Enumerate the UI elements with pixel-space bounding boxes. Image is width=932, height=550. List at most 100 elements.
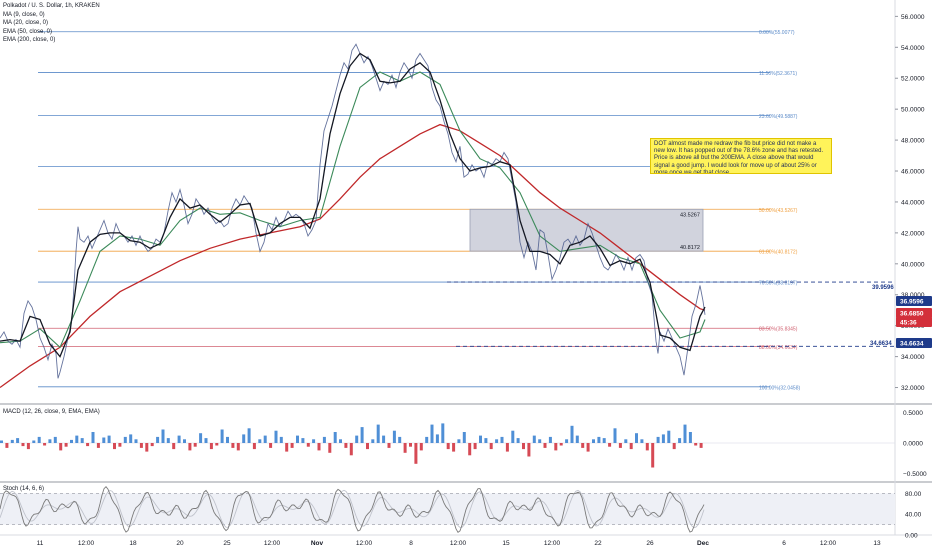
macd-bar — [339, 439, 342, 443]
legend-ema50[interactable]: EMA (50, close, 0) — [3, 28, 53, 35]
macd-bar — [570, 425, 574, 443]
macd-bar — [602, 438, 606, 443]
macd-bar — [484, 438, 488, 443]
macd-bar — [43, 443, 47, 446]
macd-bar — [435, 434, 439, 443]
macd-bar — [419, 443, 423, 451]
x-tick-label: 25 — [223, 540, 231, 547]
macd-title[interactable]: MACD (12, 26, close, 9, EMA, EMA) — [3, 409, 100, 415]
ma20-line — [0, 71, 706, 349]
macd-bar — [247, 428, 251, 443]
macd-bar — [220, 429, 224, 443]
fib-level-label: 83.50%(35.8345) — [759, 327, 798, 333]
macd-bar — [500, 436, 504, 443]
macd-bar — [613, 428, 617, 443]
macd-bar — [53, 436, 57, 443]
legend-ma20[interactable]: MA (20, close, 0) — [3, 20, 49, 27]
macd-bar — [651, 443, 655, 468]
macd-bar — [392, 430, 396, 443]
x-tick-label: 12:00 — [544, 540, 561, 547]
macd-bar — [538, 439, 542, 443]
x-tick-label: 18 — [129, 540, 137, 547]
macd-bar — [188, 443, 192, 451]
macd-bar — [683, 424, 687, 443]
macd-bar — [161, 429, 165, 443]
annotation-note[interactable]: DOT almost made me redraw the fib but pr… — [650, 138, 832, 174]
macd-bar — [672, 443, 676, 450]
macd-bar — [624, 439, 628, 443]
macd-bar — [559, 443, 563, 446]
macd-bar — [597, 436, 601, 443]
macd-bar — [645, 443, 649, 451]
macd-bar — [129, 434, 133, 443]
stoch-d-line — [0, 489, 705, 529]
macd-bar — [667, 430, 671, 443]
macd-bar — [0, 440, 3, 443]
macd-bar — [581, 443, 585, 448]
macd-bar — [414, 443, 418, 464]
macd-bar — [32, 440, 36, 443]
macd-bar — [505, 443, 509, 452]
macd-bar — [328, 443, 332, 453]
macd-bar — [263, 435, 267, 443]
macd-bar — [274, 430, 278, 443]
macd-bar — [398, 436, 402, 443]
fib-level-label: 61.80%(40.8172) — [759, 250, 798, 256]
stoch-title[interactable]: Stoch (14, 6, 6) — [3, 486, 45, 492]
macd-bar — [177, 435, 181, 443]
macd-bar — [575, 435, 579, 443]
macd-bar — [166, 438, 170, 443]
macd-bar — [204, 438, 208, 443]
macd-bar — [403, 443, 407, 453]
macd-bar — [656, 436, 660, 443]
x-tick-label: 11 — [37, 540, 44, 547]
macd-bar — [661, 434, 665, 443]
macd-bar — [75, 435, 79, 443]
macd-bar — [193, 443, 197, 447]
legend: Polkadot / U. S. Dollar, 1h, KRAKEN MA (… — [3, 2, 100, 45]
macd-bar — [699, 443, 703, 448]
stoch-k-line — [0, 486, 705, 533]
y-tick-label: 52.0000 — [901, 76, 925, 83]
macd-bar — [608, 443, 612, 447]
macd-bar — [209, 443, 213, 450]
macd-bar — [296, 435, 299, 443]
macd-bar — [16, 438, 20, 443]
macd-bar — [618, 443, 622, 448]
macd-bar — [678, 438, 682, 443]
legend-ma9[interactable]: MA (9, close, 0) — [3, 11, 45, 18]
stoch-pane[interactable] — [0, 486, 895, 533]
macd-bar — [457, 439, 461, 443]
macd-bar — [376, 424, 380, 443]
macd-bar — [236, 443, 240, 451]
price-pane[interactable]: 0.00%(55.0077) 11.50%(52.3671) 23.60%(49.5… — [0, 30, 895, 391]
macd-tick-label: −0.5000 — [903, 471, 927, 478]
macd-bar — [462, 432, 466, 443]
macd-bar — [96, 443, 100, 448]
x-tick-label: 20 — [176, 540, 184, 547]
macd-bar — [425, 436, 429, 443]
y-tick-label: 40.0000 — [901, 261, 925, 268]
macd-bar — [635, 433, 638, 443]
macd-bar — [592, 439, 595, 443]
macd-pane[interactable] — [0, 423, 895, 468]
x-tick-label: 15 — [502, 540, 510, 547]
macd-bar — [113, 443, 116, 450]
price-tag-label: 36.6850 — [900, 311, 924, 318]
legend-symbol[interactable]: Polkadot / U. S. Dollar, 1h, KRAKEN — [3, 3, 100, 9]
macd-bar — [139, 443, 143, 448]
macd-bar — [382, 435, 386, 443]
macd-bar — [543, 443, 547, 448]
stoch-tick-label: 40.00 — [905, 512, 922, 519]
y-tick-label: 32.0000 — [901, 385, 925, 392]
macd-bar — [473, 443, 477, 450]
fib-level-label: 0.00%(55.0077) — [759, 30, 795, 36]
macd-bar — [285, 443, 289, 452]
macd-bar — [446, 443, 450, 450]
legend-ema200[interactable]: EMA (200, close, 0) — [3, 37, 56, 44]
macd-bar — [430, 424, 434, 443]
macd-bar — [360, 427, 364, 443]
macd-bar — [409, 443, 412, 447]
macd-bar — [532, 435, 536, 443]
